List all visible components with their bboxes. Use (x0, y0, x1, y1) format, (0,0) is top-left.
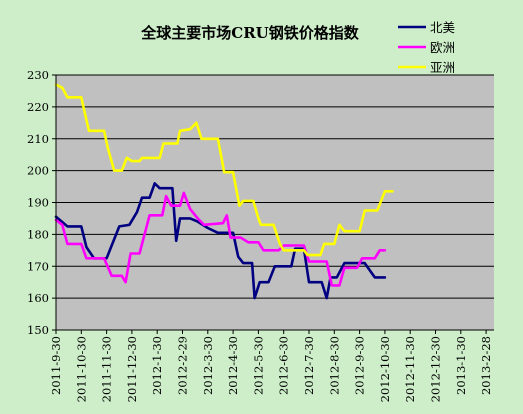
x-tick-label: 2012-9-30 (353, 336, 367, 395)
x-axis-tick-labels: 2011-9-30 2011-10-30 2011-11-30 2011-12-30 2… (49, 330, 493, 402)
gridlines (56, 74, 494, 299)
legend-label-north-america: 北美 (430, 20, 455, 35)
x-tick-label: 2012-10-30 (378, 336, 392, 402)
x-tick-label: 2011-9-30 (49, 336, 63, 395)
x-tick-label: 2012-8-30 (327, 336, 341, 395)
x-tick-label: 2013-1-30 (454, 336, 468, 395)
x-tick-label: 2012-12-30 (429, 336, 443, 402)
y-tick-label: 160 (27, 291, 49, 305)
y-tick-label: 180 (27, 227, 49, 241)
x-tick-label: 2012-4-30 (226, 336, 240, 395)
chart-title: 全球主要市场CRU钢铁价格指数 (140, 24, 359, 42)
series-line-north-america (54, 182, 387, 300)
x-tick-label: 2013-2-28 (479, 336, 493, 395)
y-axis-tick-labels: 150 160 170 180 190 200 210 220 230 (27, 68, 56, 337)
y-tick-label: 200 (27, 164, 49, 178)
y-tick-label: 170 (27, 259, 49, 273)
legend-label-europe: 欧洲 (430, 40, 455, 55)
y-tick-label: 220 (27, 100, 49, 114)
x-tick-label: 2012-3-30 (201, 336, 215, 395)
y-tick-label: 150 (27, 323, 49, 337)
legend-label-asia: 亚洲 (430, 60, 455, 75)
y-tick-label: 230 (27, 68, 49, 82)
x-tick-label: 2012-6-30 (277, 336, 291, 395)
series-line-asia (54, 83, 394, 257)
legend: 北美 欧洲 亚洲 (398, 20, 455, 75)
x-tick-label: 2012-5-30 (251, 336, 265, 395)
x-tick-label: 2012-2-29 (176, 336, 190, 395)
y-tick-label: 190 (27, 196, 49, 210)
x-tick-label: 2011-12-30 (125, 336, 139, 402)
x-tick-label: 2012-11-30 (403, 336, 417, 402)
x-tick-label: 2012-1-30 (150, 336, 164, 395)
x-tick-label: 2011-11-30 (100, 336, 114, 402)
x-tick-label: 2011-10-30 (74, 336, 88, 402)
x-tick-label: 2012-7-30 (302, 336, 316, 395)
y-tick-label: 210 (27, 132, 49, 146)
series-line-europe (54, 191, 387, 287)
series-lines (54, 83, 394, 300)
